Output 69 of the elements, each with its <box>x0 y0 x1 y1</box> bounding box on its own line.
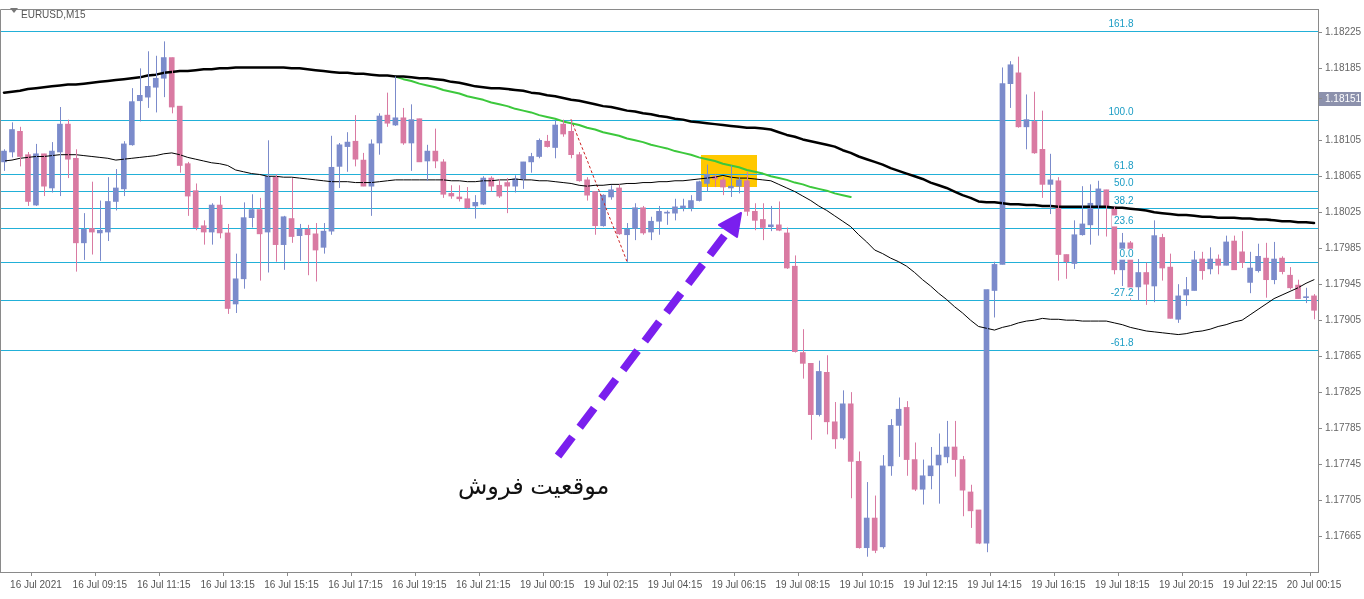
candlestick <box>688 194 694 212</box>
line-series <box>570 119 628 263</box>
x-tick-label: 19 Jul 20:15 <box>1158 578 1214 590</box>
x-tick-label: 19 Jul 06:15 <box>711 578 767 590</box>
y-tick-label: 1.18185 <box>1325 62 1362 74</box>
y-tick-label: 1.17825 <box>1325 385 1362 397</box>
candlestick <box>632 202 638 241</box>
candlestick <box>464 186 471 210</box>
candlestick <box>416 118 423 163</box>
annotation: 50.0 <box>1114 177 1134 189</box>
chart-title: EURUSD,M15 <box>21 9 86 20</box>
y-tick-label: 1.17945 <box>1325 277 1362 289</box>
y-tick-label: 1.17665 <box>1325 529 1362 541</box>
y-tick-label: 1.18225 <box>1325 26 1362 38</box>
annotation: موقعیت فروش <box>458 472 610 500</box>
y-tick-label: 1.17745 <box>1325 457 1362 469</box>
candlestick <box>744 171 750 217</box>
candlestick <box>656 205 662 236</box>
x-tick-label: 16 Jul 2021 <box>10 578 63 590</box>
x-tick-label: 19 Jul 04:15 <box>647 578 703 590</box>
x-tick-label: 19 Jul 18:15 <box>1095 578 1150 590</box>
x-tick-label: 19 Jul 12:15 <box>903 578 959 590</box>
y-tick-label: 1.18105 <box>1325 134 1362 146</box>
annotation: -61.8 <box>1110 336 1134 348</box>
candlestick <box>152 55 159 113</box>
annotation: 38.2 <box>1114 194 1134 206</box>
x-tick-label: 19 Jul 08:15 <box>775 578 831 590</box>
x-tick-label: 16 Jul 21:15 <box>456 578 511 590</box>
x-tick-label: 19 Jul 10:15 <box>839 578 895 590</box>
x-tick-label: 20 Jul 00:15 <box>1286 578 1342 590</box>
x-tick-label: 16 Jul 09:15 <box>72 578 128 590</box>
x-tick-label: 16 Jul 11:15 <box>136 578 192 590</box>
annotation: 0.0 <box>1119 248 1134 260</box>
candlestick <box>1303 287 1309 304</box>
y-tick-label: 1.18025 <box>1325 206 1362 218</box>
x-tick-label: 19 Jul 00:15 <box>519 578 575 590</box>
candlestick <box>1143 262 1150 306</box>
candlestick <box>608 184 614 201</box>
y-tick-label: 1.17905 <box>1325 313 1362 325</box>
x-tick-label: 16 Jul 19:15 <box>392 578 448 590</box>
candlestick <box>1215 254 1221 275</box>
y-tick-label: 1.17865 <box>1325 349 1362 361</box>
x-tick-label: 19 Jul 02:15 <box>583 578 639 590</box>
candlestick <box>696 180 702 202</box>
annotation: 23.6 <box>1114 215 1134 227</box>
x-tick-label: 16 Jul 13:15 <box>200 578 256 590</box>
x-tick-label: 19 Jul 14:15 <box>967 578 1023 590</box>
candlestick <box>752 202 758 231</box>
x-tick-label: 19 Jul 16:15 <box>1031 578 1087 590</box>
candlestick <box>831 401 838 450</box>
annotation: 61.8 <box>1114 160 1134 172</box>
annotation: 161.8 <box>1108 18 1134 30</box>
y-tick-label: 1.18151 <box>1325 92 1362 104</box>
candlestick <box>799 328 806 380</box>
candlestick <box>192 182 199 231</box>
candlestick <box>200 219 207 246</box>
x-tick-label: 19 Jul 22:15 <box>1222 578 1278 590</box>
y-tick-label: 1.17985 <box>1325 241 1362 253</box>
candlestick <box>1239 230 1245 269</box>
y-tick-label: 1.18065 <box>1325 170 1362 182</box>
annotation: -27.2 <box>1110 287 1134 299</box>
candlestick <box>504 177 511 214</box>
x-tick-label: 16 Jul 17:15 <box>328 578 384 590</box>
y-tick-label: 1.17785 <box>1325 421 1362 433</box>
candlestick <box>736 176 742 194</box>
annotation: 100.0 <box>1108 106 1134 118</box>
candlestick <box>760 202 766 241</box>
y-tick-label: 1.17705 <box>1325 493 1362 505</box>
x-tick-label: 16 Jul 15:15 <box>264 578 320 590</box>
